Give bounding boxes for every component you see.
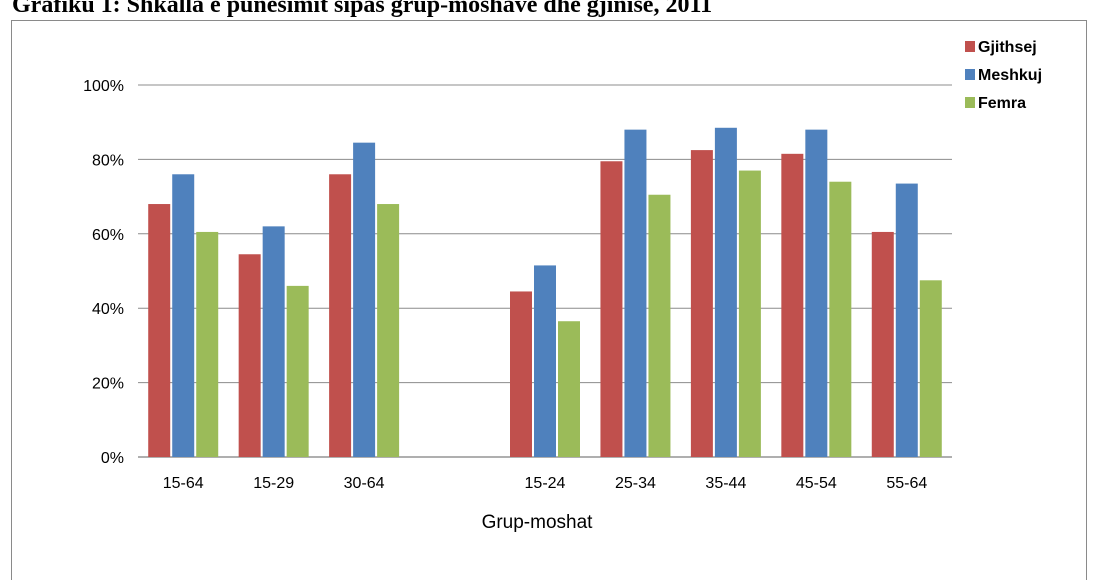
bar-femra-15-64 bbox=[196, 231, 219, 457]
bar-meshkuj-15-64 bbox=[172, 174, 195, 457]
y-tick-label: 0% bbox=[101, 450, 124, 467]
bars bbox=[148, 127, 942, 458]
bar-gjithsej-30-64 bbox=[329, 174, 352, 457]
y-axis-ticks: 0% 20% 40% 60% 80% 100% bbox=[83, 78, 124, 467]
y-tick-label: 40% bbox=[92, 301, 124, 318]
legend-label-femra: Femra bbox=[978, 95, 1026, 112]
x-tick-label: 45-54 bbox=[796, 475, 837, 492]
bar-chart: 0% 20% 40% 60% 80% 100% 15-64 15-29 30-64 15-24 2… bbox=[83, 39, 1042, 533]
bar-femra-55-64 bbox=[919, 280, 942, 457]
x-tick-label: 25-34 bbox=[615, 475, 656, 492]
bar-femra-15-24 bbox=[558, 321, 580, 457]
y-tick-label: 100% bbox=[83, 78, 124, 95]
legend-label-meshkuj: Meshkuj bbox=[978, 67, 1042, 84]
chart-title: Grafiku 1: Shkalla e punësimit sipas gru… bbox=[12, 0, 713, 18]
x-axis-title: Grup-moshat bbox=[482, 512, 594, 533]
legend-swatch-gjithsej bbox=[965, 41, 975, 52]
bar-meshkuj-25-34 bbox=[624, 129, 647, 457]
chart-frame bbox=[11, 20, 1087, 580]
bar-gjithsej-45-54 bbox=[781, 153, 804, 457]
x-tick-label: 30-64 bbox=[344, 475, 385, 492]
bar-gjithsej-55-64 bbox=[871, 231, 894, 457]
y-tick-label: 20% bbox=[92, 376, 124, 393]
bar-femra-45-54 bbox=[829, 181, 852, 457]
y-tick-label: 80% bbox=[92, 152, 124, 169]
bar-femra-15-29 bbox=[286, 285, 309, 457]
bar-meshkuj-35-44 bbox=[714, 127, 737, 457]
x-axis-ticks: 15-64 15-29 30-64 15-24 25-34 35-44 45-54 55-64 bbox=[163, 475, 928, 492]
bar-meshkuj-55-64 bbox=[895, 183, 918, 457]
legend-swatch-meshkuj bbox=[965, 69, 975, 80]
x-tick-label: 15-24 bbox=[525, 475, 566, 492]
bar-gjithsej-25-34 bbox=[600, 161, 623, 457]
bar-meshkuj-30-64 bbox=[353, 142, 376, 457]
bar-femra-35-44 bbox=[738, 170, 761, 457]
bar-femra-25-34 bbox=[648, 194, 671, 458]
x-tick-label: 35-44 bbox=[705, 475, 746, 492]
bar-gjithsej-35-44 bbox=[690, 150, 713, 457]
x-tick-label: 15-64 bbox=[163, 475, 204, 492]
x-tick-label: 55-64 bbox=[886, 475, 927, 492]
bar-femra-30-64 bbox=[377, 204, 400, 457]
bar-gjithsej-15-24 bbox=[510, 291, 532, 457]
legend-label-gjithsej: Gjithsej bbox=[978, 39, 1037, 56]
bar-gjithsej-15-29 bbox=[238, 254, 261, 457]
x-tick-label: 15-29 bbox=[253, 475, 294, 492]
bar-gjithsej-15-64 bbox=[148, 204, 171, 457]
bar-meshkuj-45-54 bbox=[805, 129, 828, 457]
y-tick-label: 60% bbox=[92, 227, 124, 244]
legend: Gjithsej Meshkuj Femra bbox=[965, 39, 1042, 112]
bar-meshkuj-15-24 bbox=[534, 265, 556, 457]
bar-meshkuj-15-29 bbox=[262, 226, 285, 457]
legend-swatch-femra bbox=[965, 97, 975, 108]
